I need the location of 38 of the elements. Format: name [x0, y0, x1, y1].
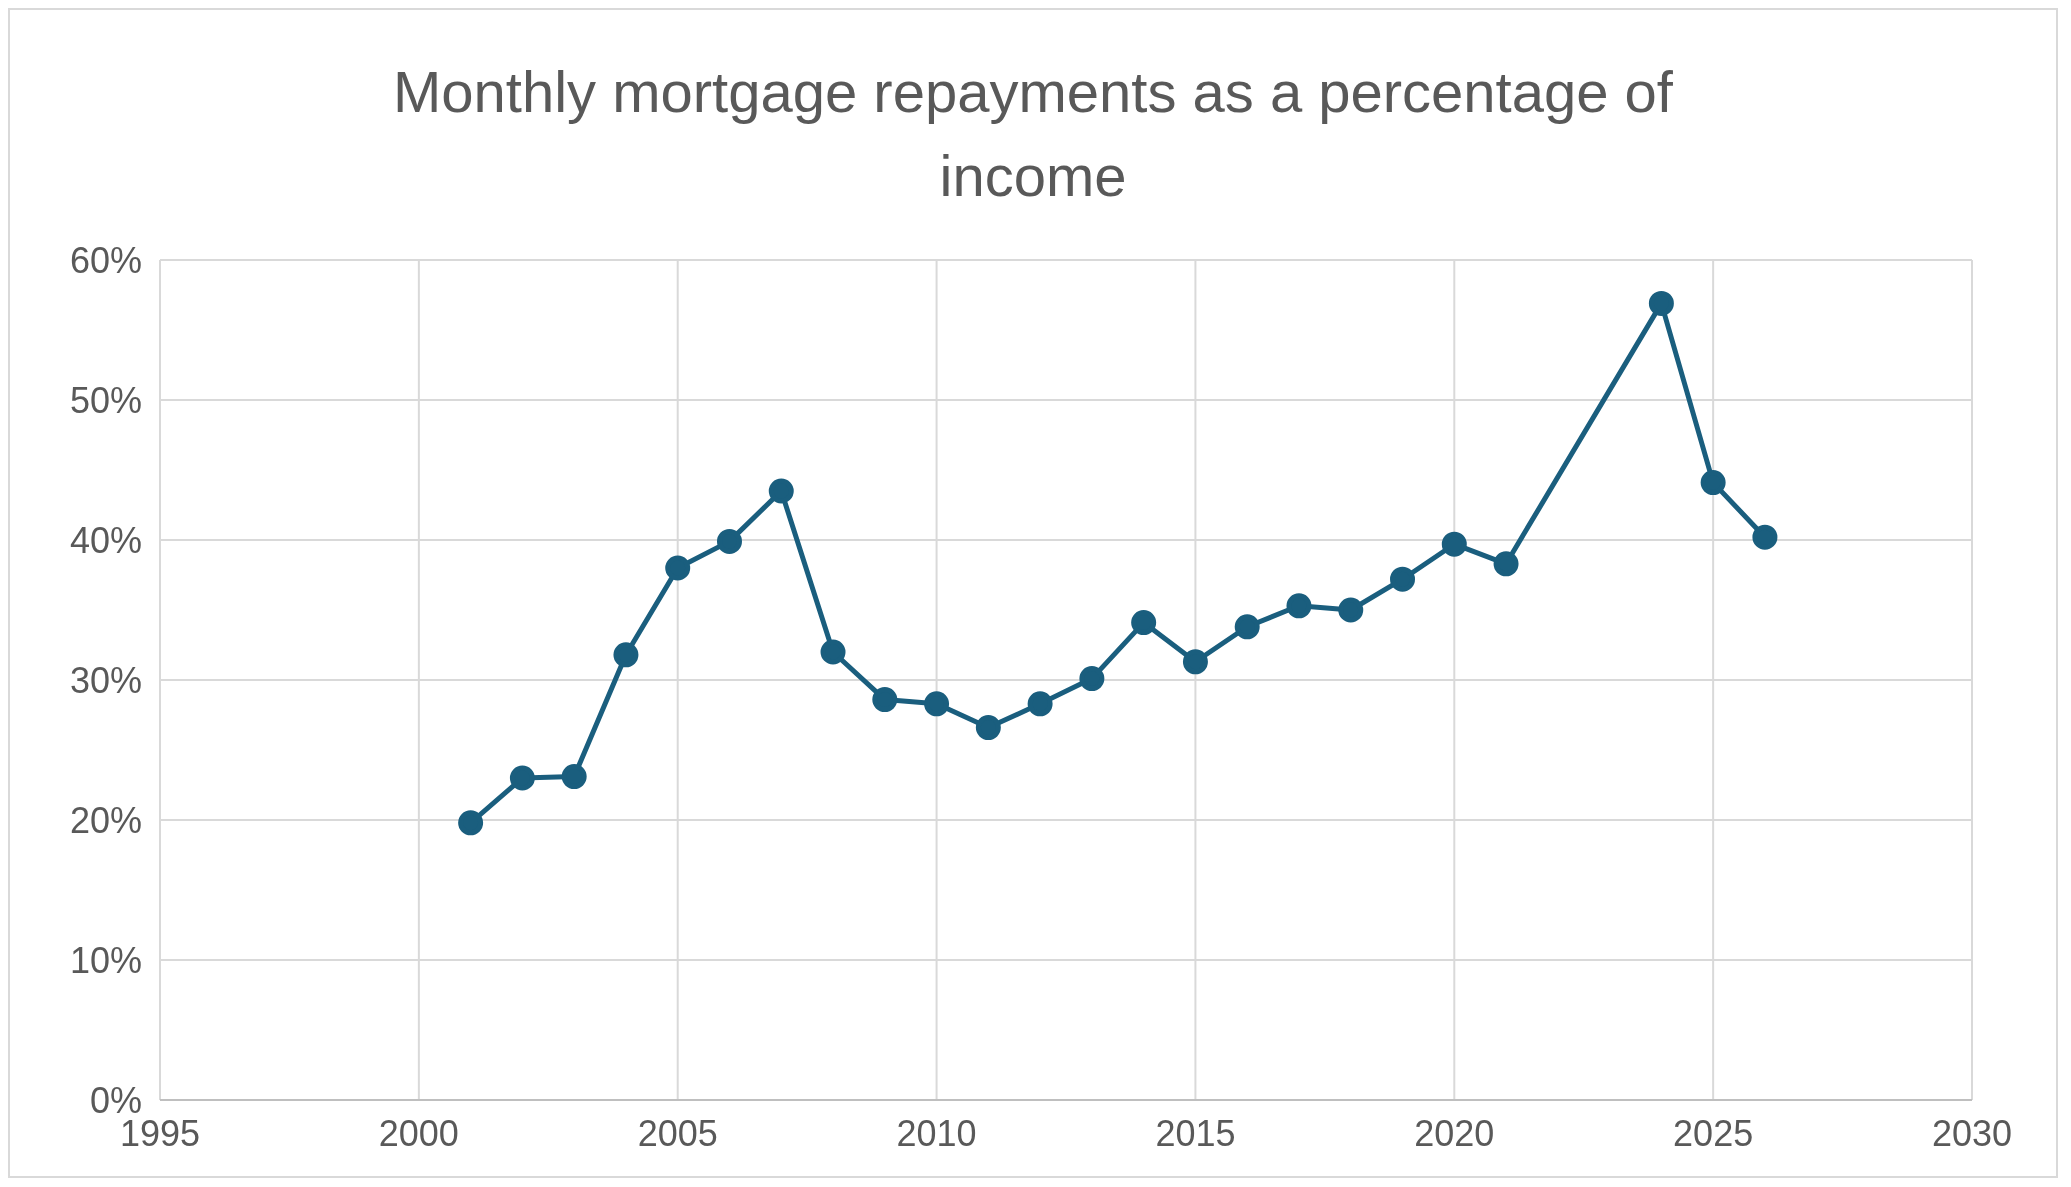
point: [665, 555, 691, 581]
point: [768, 478, 794, 504]
y-tick-label: 20%: [69, 799, 142, 841]
point: [820, 639, 846, 665]
point: [1182, 649, 1208, 675]
point: [561, 764, 587, 790]
point: [716, 528, 742, 554]
point: [1286, 593, 1312, 619]
point: [1338, 597, 1364, 623]
x-tick-label: 2025: [1673, 1112, 1754, 1154]
point: [1234, 614, 1260, 640]
point: [1700, 470, 1726, 496]
x-tick-label: 2030: [1931, 1112, 2013, 1154]
point: [1752, 524, 1778, 550]
chart-title: Monthly mortgage repayments as a percentage of income: [392, 58, 1674, 210]
point: [1390, 566, 1416, 592]
point: [1493, 551, 1519, 577]
point: [458, 810, 484, 836]
x-tick-label: 2015: [1155, 1112, 1236, 1154]
y-tick-label: 60%: [69, 239, 142, 281]
y-tick-label: 10%: [69, 939, 142, 981]
point: [1131, 610, 1157, 636]
x-tick-label: 2000: [378, 1112, 459, 1154]
y-tick-label: 40%: [69, 519, 142, 561]
point: [1027, 691, 1053, 717]
y-tick-label: 30%: [69, 659, 142, 701]
point: [509, 765, 535, 791]
point: [872, 687, 898, 713]
x-tick-label: 2005: [637, 1112, 718, 1154]
point: [613, 642, 639, 668]
point: [1079, 666, 1105, 692]
point: [1648, 290, 1674, 316]
y-tick-label: 50%: [69, 379, 142, 421]
point: [1441, 531, 1467, 557]
point: [975, 715, 1001, 741]
x-tick-label: 2020: [1414, 1112, 1495, 1154]
x-tick-label: 2010: [896, 1112, 977, 1154]
point: [924, 691, 950, 717]
